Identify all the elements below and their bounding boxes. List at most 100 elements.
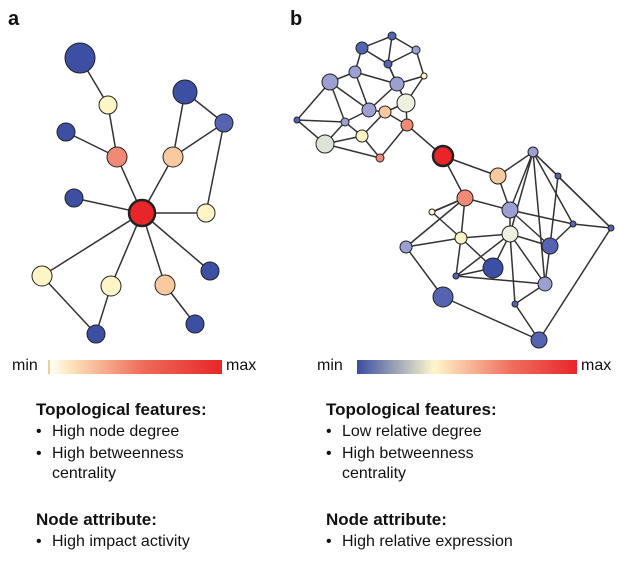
node [172, 79, 198, 105]
node [100, 275, 122, 297]
heading: Node attribute: [36, 510, 157, 529]
edge [532, 151, 574, 225]
edge [509, 151, 534, 235]
edge [205, 122, 225, 214]
edge [387, 35, 393, 65]
bullet: Low relative degree [326, 422, 542, 442]
node [383, 59, 393, 69]
edge [509, 233, 546, 285]
node [98, 95, 118, 115]
heading: Topological features: [326, 400, 497, 419]
node [432, 286, 454, 308]
node [127, 198, 157, 228]
edge [141, 212, 211, 272]
edge [509, 151, 534, 211]
node [537, 276, 553, 292]
node [340, 117, 350, 127]
node [452, 272, 460, 280]
node [64, 42, 96, 74]
edge [442, 296, 540, 341]
node [196, 203, 216, 223]
bullet: High betweenness centrality [326, 444, 507, 484]
heading: Node attribute: [326, 510, 447, 529]
node [399, 240, 413, 254]
node [355, 41, 369, 55]
node [431, 144, 455, 168]
node [389, 76, 405, 92]
edge [387, 49, 417, 65]
bullet: High impact activity [36, 532, 272, 552]
node [293, 116, 301, 124]
edge [538, 227, 612, 341]
edge [532, 151, 546, 285]
scale-max: max [581, 357, 612, 374]
edge [572, 223, 612, 229]
node [315, 134, 335, 154]
edge [405, 197, 466, 248]
edge [549, 175, 559, 247]
node [185, 314, 205, 334]
bullet: High relative expression [326, 532, 602, 552]
node [554, 172, 562, 180]
edge [41, 212, 143, 277]
node [527, 146, 539, 158]
edge [379, 124, 408, 159]
node [200, 261, 220, 281]
edge [296, 119, 346, 123]
edge [455, 233, 511, 277]
panel-label: a [8, 8, 20, 30]
nodes [31, 31, 615, 349]
node [378, 105, 392, 119]
node [106, 146, 128, 168]
node [454, 231, 468, 245]
node [400, 118, 414, 132]
node [530, 331, 548, 349]
node [214, 113, 234, 133]
panel-label: b [290, 8, 303, 30]
node [348, 65, 362, 79]
node [64, 188, 84, 208]
edge [509, 209, 574, 225]
heading: Topological features: [36, 400, 207, 419]
node [375, 153, 385, 163]
node [541, 237, 559, 255]
colorbar-b [357, 360, 577, 374]
node [154, 274, 176, 296]
node [456, 189, 474, 207]
node [501, 225, 519, 243]
edge [415, 49, 425, 77]
bullet: High betweenness centrality [36, 444, 217, 484]
node [411, 45, 421, 55]
node [569, 220, 577, 228]
colorbar-a [50, 360, 222, 374]
node [511, 300, 519, 308]
node [387, 31, 397, 41]
edge [509, 233, 516, 305]
node [396, 93, 416, 113]
node [420, 72, 428, 80]
node [56, 122, 76, 142]
node [31, 265, 53, 287]
node [482, 257, 504, 279]
node [489, 167, 507, 185]
edge [41, 275, 97, 335]
node [428, 208, 436, 216]
edge [509, 209, 551, 247]
edge [391, 35, 417, 51]
scale-max: max [226, 357, 257, 374]
node [162, 146, 184, 168]
node [355, 129, 369, 143]
node [501, 201, 519, 219]
node [321, 73, 339, 91]
edge [405, 237, 462, 248]
node [361, 102, 377, 118]
bullet: High node degree [36, 422, 217, 442]
edge [557, 175, 612, 229]
node [86, 324, 106, 344]
node [607, 224, 615, 232]
edge [455, 275, 546, 285]
scale-min: min [12, 357, 38, 374]
scale-min: min [317, 357, 343, 374]
